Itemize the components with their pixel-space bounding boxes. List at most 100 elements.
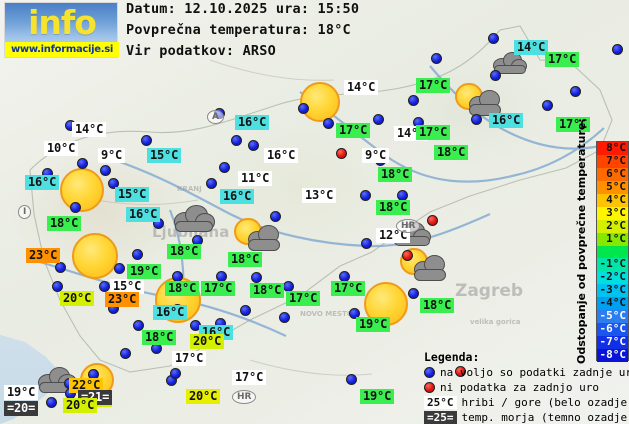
station-dot-current[interactable]: [170, 368, 181, 379]
city-label: velika gorica: [470, 318, 521, 326]
temperature-label: 20°C: [186, 389, 221, 404]
station-dot-current[interactable]: [373, 114, 384, 125]
station-dot-current[interactable]: [323, 118, 334, 129]
logo-wordmark: info: [28, 3, 97, 42]
scale-step: -3°C: [597, 283, 628, 298]
temperature-label: 19°C: [360, 389, 395, 404]
cloud-icon: [492, 47, 528, 83]
temperature-label: 15°C: [147, 148, 182, 163]
temperature-label: 18°C: [165, 281, 200, 296]
scale-step: [597, 245, 628, 259]
station-dot-current[interactable]: [490, 70, 501, 81]
site-logo[interactable]: info www.informacije.si: [4, 2, 119, 58]
scale-step: 8°C: [597, 141, 628, 155]
mountain-temperature-label: 15°C: [110, 279, 145, 294]
station-dot-current[interactable]: [346, 374, 357, 385]
legend-chip: =25=: [424, 411, 457, 424]
temperature-deviation-scale: Odstopanje od povprečne temperature: 8°C…: [570, 118, 629, 364]
temperature-label: 23°C: [105, 292, 140, 307]
station-dot-current[interactable]: [99, 281, 110, 292]
temperature-label: 17°C: [416, 125, 451, 140]
station-dot-current[interactable]: [240, 305, 251, 316]
temperature-label: 18°C: [378, 167, 413, 182]
station-dot-current[interactable]: [431, 53, 442, 64]
mountain-temperature-label: 16°C: [264, 148, 299, 163]
temperature-label: 17°C: [286, 291, 321, 306]
temperature-label: 18°C: [250, 283, 285, 298]
sun-cloud-icon: [455, 80, 501, 126]
temperature-label: 17°C: [201, 281, 236, 296]
temperature-label: 18°C: [47, 216, 82, 231]
sun-icon: [72, 233, 118, 279]
mountain-temperature-label: 17°C: [172, 351, 207, 366]
station-dot-current[interactable]: [231, 135, 242, 146]
cloud-base: [413, 268, 446, 281]
sun-cloud-icon: [400, 245, 446, 291]
temperature-label: 17°C: [336, 123, 371, 138]
temperature-label: 17°C: [556, 117, 591, 132]
legend-item-text: temp. morja (temno ozadje): [461, 411, 629, 424]
scale-step: 3°C: [597, 206, 628, 220]
station-dot-current[interactable]: [55, 262, 66, 273]
cloud-base: [494, 65, 526, 75]
temperature-label: 16°C: [220, 189, 255, 204]
station-dot-current[interactable]: [570, 86, 581, 97]
station-dot-current[interactable]: [542, 100, 553, 111]
temperature-label: 20°C: [63, 398, 98, 413]
station-dot-current[interactable]: [360, 190, 371, 201]
scale-step: -4°C: [597, 296, 628, 311]
station-dot-current[interactable]: [52, 281, 63, 292]
temperature-label: 18°C: [420, 298, 455, 313]
station-dot-current[interactable]: [279, 312, 290, 323]
mountain-temperature-label: 13°C: [302, 188, 337, 203]
station-dot-current[interactable]: [361, 238, 372, 249]
scale-step: -8°C: [597, 348, 628, 362]
sun-cloud-icon: [234, 215, 280, 261]
temperature-label: 18°C: [228, 252, 263, 267]
legend-chip: 25°C: [424, 396, 457, 409]
sea-temperature-label: =20=: [4, 401, 39, 416]
temperature-label: 20°C: [60, 291, 95, 306]
station-dot-current[interactable]: [120, 348, 131, 359]
sun-icon: [300, 82, 340, 122]
data-source-line: Vir podatkov: ARSO: [126, 43, 276, 59]
station-dot-current[interactable]: [132, 249, 143, 260]
station-dot-stale[interactable]: [402, 250, 413, 261]
station-dot-current[interactable]: [248, 140, 259, 151]
legend-item-text: ni podatka za zadnjo uro: [440, 381, 599, 394]
station-dot-current[interactable]: [408, 95, 419, 106]
mountain-temperature-label: 10°C: [44, 141, 79, 156]
sun-disc: [72, 233, 118, 279]
scale-color-bar: 8°C 7°C 6°C 5°C 4°C 3°C 2°C 1°C -1°C -2°C -3°C -4°C…: [596, 141, 629, 362]
city-label: NOVO MESTO: [300, 310, 353, 318]
station-dot-current[interactable]: [349, 308, 360, 319]
station-dot-stale[interactable]: [455, 366, 466, 377]
sun-disc: [300, 82, 340, 122]
station-dot-current[interactable]: [612, 44, 623, 55]
station-dot-current[interactable]: [70, 202, 81, 213]
station-dot-current[interactable]: [133, 320, 144, 331]
station-dot-current[interactable]: [471, 114, 482, 125]
station-dot-current[interactable]: [488, 33, 499, 44]
scale-step: 1°C: [597, 232, 628, 246]
cloud-icon: [172, 199, 216, 243]
legend-blue-dot-icon: [424, 367, 435, 378]
station-dot-current[interactable]: [270, 211, 281, 222]
station-dot-current[interactable]: [408, 288, 419, 299]
station-dot-current[interactable]: [114, 263, 125, 274]
station-dot-current[interactable]: [298, 103, 309, 114]
temperature-label: 18°C: [167, 244, 202, 259]
station-dot-current[interactable]: [141, 135, 152, 146]
station-dot-stale[interactable]: [427, 215, 438, 226]
station-dot-current[interactable]: [46, 397, 57, 408]
station-dot-current[interactable]: [108, 178, 119, 189]
station-dot-current[interactable]: [77, 158, 88, 169]
station-dot-current[interactable]: [219, 162, 230, 173]
station-dot-current[interactable]: [251, 272, 262, 283]
temperature-label: 14°C: [514, 40, 549, 55]
station-dot-current[interactable]: [100, 165, 111, 176]
station-dot-current[interactable]: [206, 178, 217, 189]
scale-step: 7°C: [597, 154, 628, 168]
station-dot-stale[interactable]: [336, 148, 347, 159]
